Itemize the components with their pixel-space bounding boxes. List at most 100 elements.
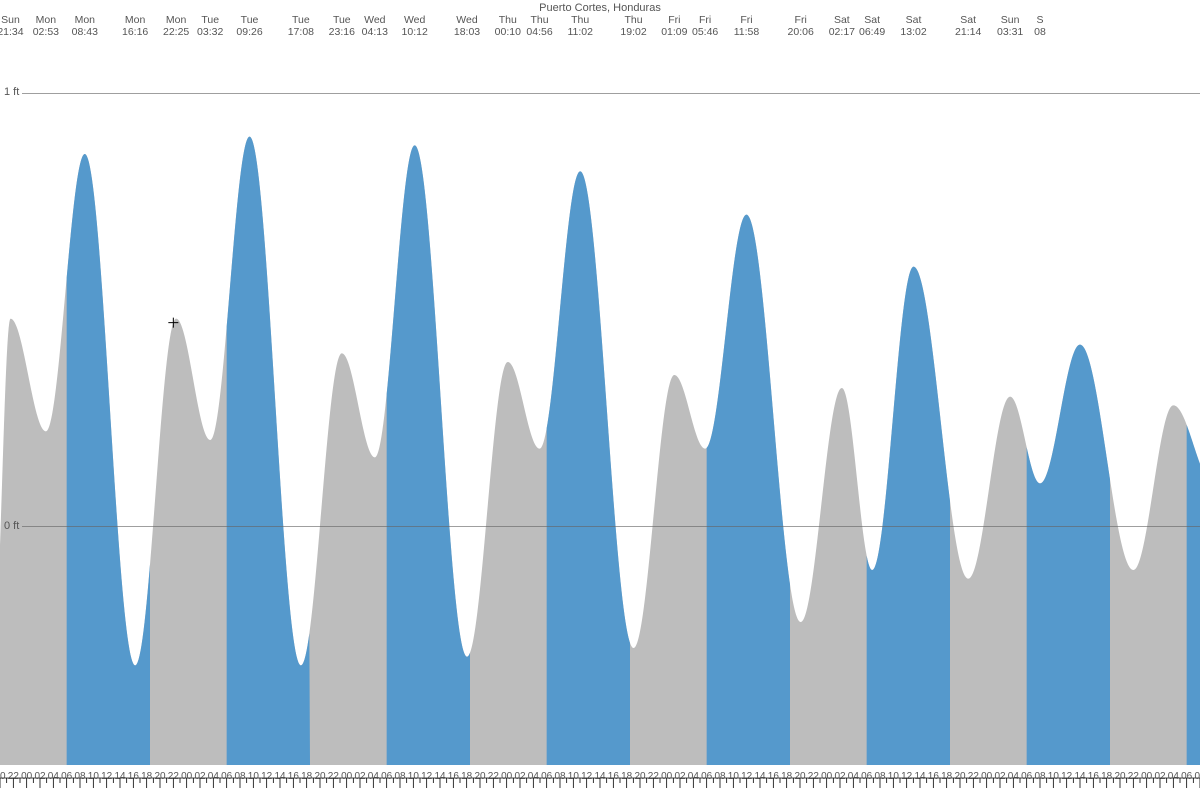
x-hour-label: 08 (874, 771, 885, 782)
x-hour-label: 20 (474, 771, 485, 782)
x-hour-label: 14 (274, 771, 285, 782)
x-hour-label: 00 (1141, 771, 1152, 782)
x-hour-label: 14 (914, 771, 925, 782)
x-hour-label: 14 (114, 771, 125, 782)
x-hour-label: 10 (408, 771, 419, 782)
x-hour-label: 14 (754, 771, 765, 782)
x-hour-label: 12 (261, 771, 272, 782)
x-hour-label: 20 (794, 771, 805, 782)
x-hour-label: 10 (88, 771, 99, 782)
x-hour-label: 22 (808, 771, 819, 782)
tide-area-day (387, 145, 470, 765)
x-hour-label: 06 (381, 771, 392, 782)
x-hour-label: 20 (1114, 771, 1125, 782)
x-hour-label: 06 (701, 771, 712, 782)
x-hour-label: 06 (221, 771, 232, 782)
x-hour-label: 02 (674, 771, 685, 782)
x-hour-label: 00 (501, 771, 512, 782)
x-hour-label: 12 (581, 771, 592, 782)
tide-area-day (867, 267, 950, 765)
x-hour-label: 08 (714, 771, 725, 782)
x-hour-label: 06 (861, 771, 872, 782)
tide-event-label: Sat06:49 (854, 14, 890, 38)
x-hour-label: 10 (1048, 771, 1059, 782)
x-hour-label: 06 (61, 771, 72, 782)
tide-event-label: S08 (1022, 14, 1058, 38)
x-hour-label: 22 (168, 771, 179, 782)
x-hour-label: 12 (1061, 771, 1072, 782)
tide-event-label: Wed18:03 (449, 14, 485, 38)
tide-event-label: Sat13:02 (896, 14, 932, 38)
tide-area-day (707, 215, 790, 765)
y-axis-label: 1 ft (4, 86, 19, 98)
x-hour-label: 06 (1021, 771, 1032, 782)
tide-event-label: Tue03:32 (192, 14, 228, 38)
x-hour-label: 04 (688, 771, 699, 782)
tide-event-label: Tue17:08 (283, 14, 319, 38)
tide-area-day (547, 171, 630, 765)
tide-event-label: Wed10:12 (397, 14, 433, 38)
x-hour-label: 18 (141, 771, 152, 782)
tide-chart (0, 0, 1200, 800)
tide-event-label: Tue09:26 (232, 14, 268, 38)
x-hour-label: 10 (728, 771, 739, 782)
x-hour-label: 00 (341, 771, 352, 782)
x-hour-label: 16 (608, 771, 619, 782)
tide-event-label: Mon16:16 (117, 14, 153, 38)
x-hour-label: 20 (154, 771, 165, 782)
x-hour-label: 20 (634, 771, 645, 782)
x-hour-label: 22 (648, 771, 659, 782)
x-hour-label: 04 (48, 771, 59, 782)
x-hour-label: 12 (901, 771, 912, 782)
tide-event-label: Wed04:13 (357, 14, 393, 38)
x-hour-label: 02 (194, 771, 205, 782)
x-hour-label: 00 (981, 771, 992, 782)
x-hour-label: 08 (394, 771, 405, 782)
x-hour-label: 22 (328, 771, 339, 782)
x-hour-label: 02 (994, 771, 1005, 782)
x-hour-label: 06 (1181, 771, 1192, 782)
tide-event-label: Mon08:43 (67, 14, 103, 38)
x-hour-label: 08 (1194, 771, 1200, 782)
tide-event-label: Thu04:56 (522, 14, 558, 38)
x-hour-label: 12 (421, 771, 432, 782)
y-axis-label: 0 ft (4, 520, 19, 532)
x-hour-label: 08 (554, 771, 565, 782)
x-hour-label: 02 (1154, 771, 1165, 782)
x-hour-label: 04 (1168, 771, 1179, 782)
x-hour-label: 14 (434, 771, 445, 782)
tide-event-label: Fri20:06 (783, 14, 819, 38)
x-hour-label: 20 (0, 771, 6, 782)
x-hour-label: 18 (301, 771, 312, 782)
x-hour-label: 08 (1034, 771, 1045, 782)
x-hour-label: 00 (21, 771, 32, 782)
x-hour-label: 14 (1074, 771, 1085, 782)
x-hour-label: 22 (968, 771, 979, 782)
tide-area-day (1187, 425, 1200, 765)
x-hour-label: 16 (448, 771, 459, 782)
x-hour-label: 10 (248, 771, 259, 782)
x-hour-label: 04 (848, 771, 859, 782)
x-hour-label: 22 (488, 771, 499, 782)
x-hour-label: 20 (314, 771, 325, 782)
tide-event-label: Mon02:53 (28, 14, 64, 38)
chart-title: Puerto Cortes, Honduras (539, 2, 661, 14)
x-hour-label: 04 (368, 771, 379, 782)
tide-area-day (227, 137, 310, 765)
x-hour-label: 18 (1101, 771, 1112, 782)
x-hour-label: 16 (928, 771, 939, 782)
x-hour-label: 10 (888, 771, 899, 782)
x-hour-label: 00 (661, 771, 672, 782)
tide-event-label: Fri11:58 (728, 14, 764, 38)
x-hour-label: 22 (1128, 771, 1139, 782)
x-hour-label: 18 (941, 771, 952, 782)
x-hour-label: 00 (181, 771, 192, 782)
x-hour-label: 20 (954, 771, 965, 782)
x-hour-label: 08 (234, 771, 245, 782)
tide-area-day (67, 154, 150, 765)
x-hour-label: 12 (101, 771, 112, 782)
tide-event-label: Mon22:25 (158, 14, 194, 38)
x-hour-label: 08 (74, 771, 85, 782)
x-hour-label: 06 (541, 771, 552, 782)
x-hour-label: 04 (1008, 771, 1019, 782)
